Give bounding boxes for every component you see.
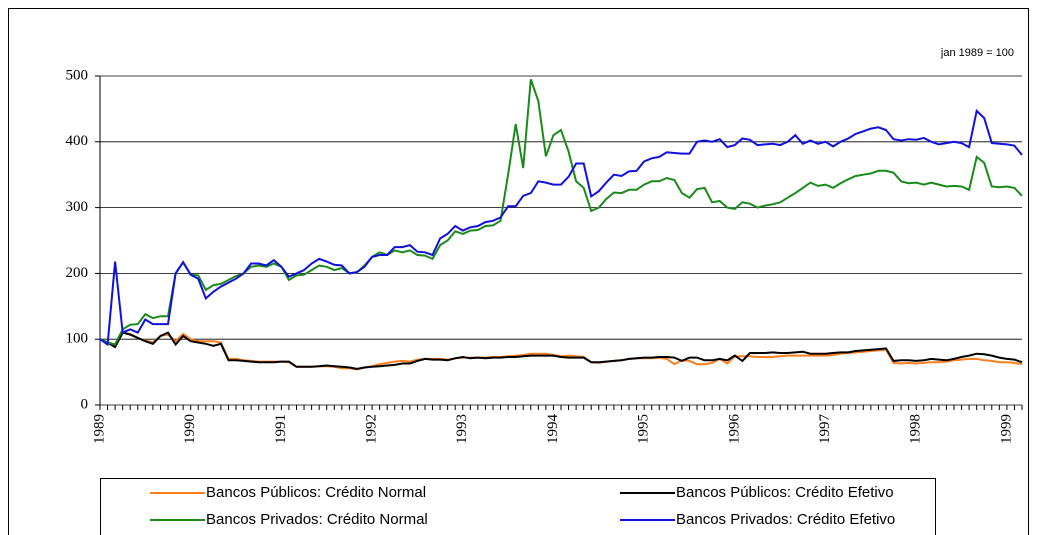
- series-line: [99, 108, 1023, 347]
- series-line: [99, 331, 1023, 370]
- annotation: jan 1989 = 100: [940, 47, 1014, 59]
- series-line: [99, 331, 1023, 371]
- series-line: [99, 78, 1023, 346]
- x-tick-label: 1994: [545, 414, 561, 445]
- x-tick-label: 1996: [726, 414, 742, 445]
- x-tick-label: 1989: [91, 414, 107, 444]
- x-tick-label: 1999: [998, 414, 1014, 444]
- legend-label: Bancos Privados: Crédito Efetivo: [676, 511, 895, 528]
- legend-label: Bancos Privados: Crédito Normal: [206, 511, 428, 528]
- x-tick-label: 1990: [182, 414, 198, 444]
- x-tick-label: 1991: [273, 414, 289, 444]
- x-tick-label: 1992: [364, 414, 380, 444]
- x-tick-label: 1993: [454, 414, 470, 444]
- y-tick-label: 200: [66, 265, 89, 281]
- x-tick-label: 1998: [908, 414, 924, 444]
- y-tick-label: 500: [66, 67, 89, 83]
- x-tick-label: 1997: [817, 414, 833, 445]
- y-tick-label: 100: [66, 331, 89, 347]
- frame: [8, 8, 1029, 535]
- legend-label: Bancos Públicos: Crédito Efetivo: [676, 484, 894, 501]
- x-tick-label: 1995: [636, 414, 652, 444]
- legend-box: [100, 478, 936, 535]
- y-tick-label: 300: [66, 199, 89, 215]
- y-tick-label: 0: [81, 396, 89, 412]
- legend-label: Bancos Públicos: Crédito Normal: [206, 484, 426, 501]
- y-tick-label: 400: [66, 133, 89, 149]
